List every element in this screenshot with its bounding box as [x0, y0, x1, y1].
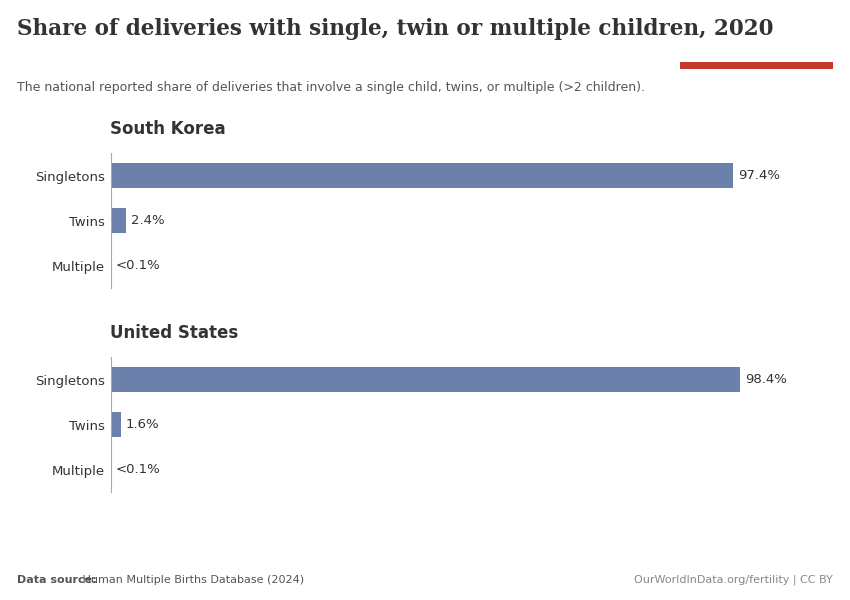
Bar — [680, 62, 833, 69]
Text: 97.4%: 97.4% — [739, 169, 780, 182]
Bar — [110, 163, 734, 188]
Text: The national reported share of deliveries that involve a single child, twins, or: The national reported share of deliverie… — [17, 81, 645, 94]
Text: in Data: in Data — [731, 41, 782, 54]
Text: Our World: Our World — [721, 22, 792, 34]
Text: <0.1%: <0.1% — [116, 259, 161, 272]
Bar — [110, 367, 740, 392]
Text: <0.1%: <0.1% — [116, 463, 161, 476]
Text: South Korea: South Korea — [110, 120, 226, 138]
Text: United States: United States — [110, 324, 239, 342]
Text: Data source:: Data source: — [17, 575, 97, 585]
Text: OurWorldInData.org/fertility | CC BY: OurWorldInData.org/fertility | CC BY — [634, 575, 833, 585]
Text: 98.4%: 98.4% — [745, 373, 787, 386]
Bar — [110, 208, 126, 233]
Text: Share of deliveries with single, twin or multiple children, 2020: Share of deliveries with single, twin or… — [17, 18, 774, 40]
Text: Human Multiple Births Database (2024): Human Multiple Births Database (2024) — [79, 575, 304, 585]
Text: 1.6%: 1.6% — [126, 418, 160, 431]
Text: 2.4%: 2.4% — [131, 214, 165, 227]
Bar — [110, 412, 121, 437]
